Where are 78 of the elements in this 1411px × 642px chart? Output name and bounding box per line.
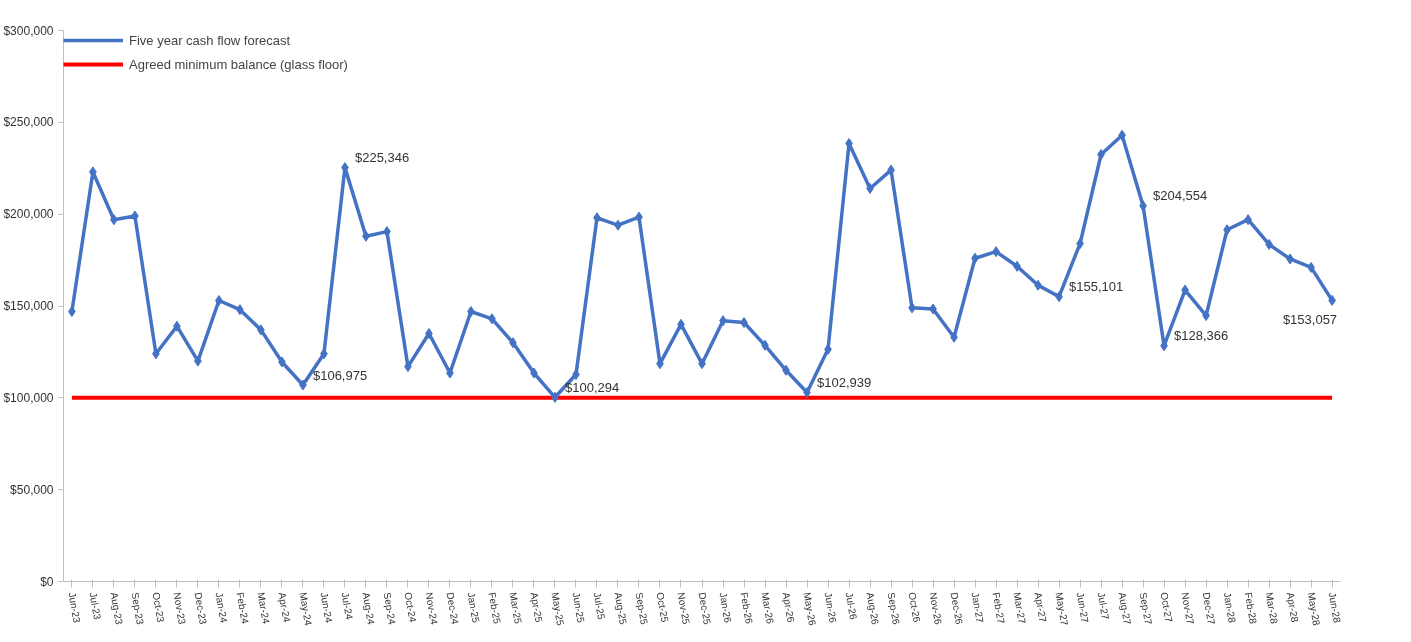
y-tick-label: $300,000 [3, 23, 54, 38]
x-tick-label: May-24 [297, 591, 315, 627]
x-tick-label: Apr-28 [1284, 591, 1301, 624]
x-tick-label: Nov-23 [171, 591, 188, 626]
x-tick-label: Aug-25 [612, 591, 629, 626]
data-label: $204,554 [1153, 188, 1208, 204]
x-tick-label: Jan-26 [717, 591, 734, 624]
data-label: $153,057 [1282, 312, 1338, 328]
x-tick-label: Nov-24 [423, 591, 440, 626]
data-label: $106,975 [312, 367, 368, 383]
x-tick-label: Feb-27 [990, 591, 1007, 626]
x-tick-label: Aug-27 [1116, 591, 1134, 626]
legend-label: Agreed minimum balance (glass floor) [129, 56, 348, 72]
data-label: $100,294 [564, 379, 620, 395]
x-tick-label: Aug-26 [864, 591, 881, 626]
x-tick-label: Jul-27 [1095, 591, 1112, 621]
x-tick-label: Sep-23 [129, 591, 146, 626]
x-tick-label: Dec-25 [696, 591, 713, 626]
y-tick-label: $200,000 [3, 207, 54, 222]
x-tick-label: Jun-23 [66, 591, 83, 624]
x-tick-label: Jan-27 [969, 591, 986, 624]
x-tick-label: Dec-27 [1200, 591, 1218, 626]
x-tick-label: Mar-25 [507, 591, 524, 626]
x-tick-label: May-25 [549, 591, 567, 627]
x-tick-label: Mar-26 [759, 591, 776, 626]
x-tick-label: Sep-27 [1137, 591, 1155, 626]
x-tick-label: May-27 [1053, 591, 1071, 627]
x-tick-label: Dec-23 [192, 591, 209, 626]
x-tick-label: Apr-24 [276, 591, 293, 624]
x-tick-label: Dec-24 [444, 591, 461, 626]
y-tick-label: $150,000 [3, 299, 54, 313]
data-label: $155,101 [1069, 279, 1124, 295]
x-tick-label: Apr-27 [1032, 591, 1049, 624]
x-tick-label: Mar-27 [1011, 591, 1028, 626]
x-tick-label: Apr-26 [780, 591, 797, 624]
x-tick-label: Mar-24 [255, 591, 272, 626]
x-tick-label: Oct-25 [654, 591, 671, 624]
x-tick-label: Jun-26 [822, 591, 839, 624]
x-tick-label: Jan-25 [465, 591, 482, 624]
x-tick-label: Jun-25 [570, 591, 587, 624]
x-tick-label: Jun-24 [318, 591, 335, 624]
data-label: $102,939 [817, 374, 872, 390]
x-tick-label: Aug-24 [360, 591, 377, 626]
x-tick-label: Jul-23 [87, 591, 104, 621]
x-tick-label: May-26 [801, 591, 819, 627]
x-tick-label: Jul-26 [843, 591, 860, 621]
data-label: $128,366 [1174, 328, 1229, 344]
y-tick-label: $50,000 [10, 482, 54, 497]
x-tick-label: Oct-27 [1158, 591, 1175, 624]
x-tick-label: Nov-27 [1179, 591, 1197, 626]
y-tick-label: $250,000 [3, 115, 54, 130]
x-tick-label: Jun-28 [1326, 591, 1343, 624]
x-tick-label: Dec-26 [948, 591, 966, 626]
y-tick-label: $0 [40, 574, 54, 589]
x-tick-label: Nov-25 [675, 591, 692, 626]
x-tick-label: Jul-25 [591, 591, 608, 621]
legend-label: Five year cash flow forecast [129, 32, 291, 48]
x-tick-label: Nov-26 [927, 591, 945, 626]
x-tick-label: May-28 [1305, 591, 1323, 627]
x-tick-label: Jan-24 [213, 591, 230, 624]
x-tick-label: Apr-25 [528, 591, 545, 624]
y-tick-label: $100,000 [3, 390, 54, 405]
x-tick-label: Feb-28 [1242, 591, 1259, 626]
x-tick-label: Sep-25 [633, 591, 650, 626]
x-tick-label: Sep-24 [381, 591, 398, 626]
x-tick-label: Feb-24 [234, 591, 251, 626]
x-tick-label: Mar-28 [1263, 591, 1280, 626]
data-label: $225,346 [354, 150, 410, 166]
x-tick-label: Sep-26 [885, 591, 902, 626]
x-tick-label: Feb-25 [486, 591, 503, 626]
x-tick-label: Jan-28 [1221, 591, 1238, 624]
x-tick-label: Oct-23 [150, 591, 167, 624]
x-tick-label: Jul-24 [339, 591, 356, 621]
x-tick-label: Aug-23 [108, 591, 125, 626]
x-tick-label: Oct-26 [906, 591, 923, 624]
x-tick-label: Feb-26 [738, 591, 755, 626]
x-tick-label: Jun-27 [1074, 591, 1091, 624]
x-tick-label: Oct-24 [402, 591, 419, 624]
